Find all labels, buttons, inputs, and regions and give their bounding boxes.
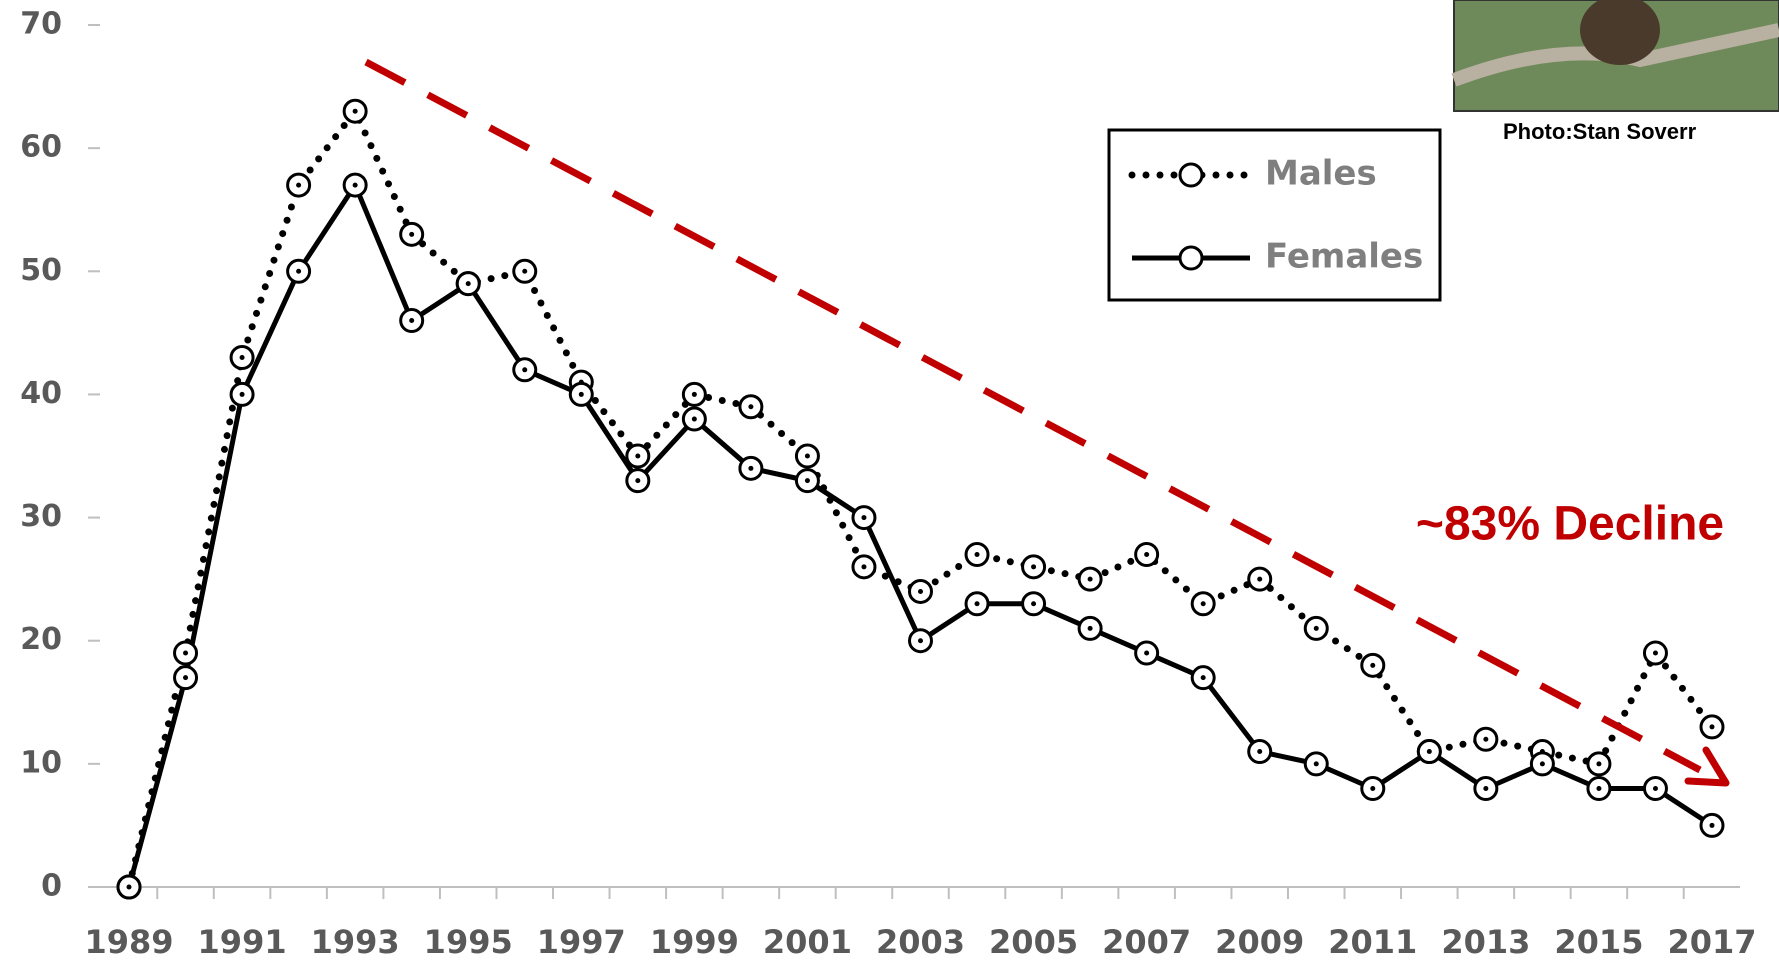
data-point-center: [579, 392, 584, 397]
data-point-center: [296, 269, 301, 274]
data-point-center: [748, 404, 753, 409]
data-point-center: [1427, 749, 1432, 754]
annotation: ~83% Decline: [1416, 498, 1724, 551]
x-tick-label: 2009: [1215, 923, 1304, 961]
data-point-center: [240, 355, 245, 360]
data-point-center: [692, 392, 697, 397]
legend-label: Males: [1265, 154, 1377, 194]
x-tick-label: 2001: [763, 923, 852, 961]
data-point-center: [1710, 724, 1715, 729]
data-point-center: [861, 515, 866, 520]
data-point-center: [748, 466, 753, 471]
chart: Photo:Stan Soverr 0 10 20 30 40 50 60 70 1989 199…: [0, 0, 1779, 965]
data-point-center: [522, 269, 527, 274]
data-point-center: [805, 478, 810, 483]
x-tick-label: 2011: [1328, 923, 1417, 961]
y-tick-label: 60: [20, 130, 62, 165]
x-tick-label: 1999: [650, 923, 739, 961]
data-point-center: [1257, 577, 1262, 582]
data-point-center: [409, 232, 414, 237]
x-tick-label: 2003: [876, 923, 965, 961]
data-point-center: [1483, 737, 1488, 742]
data-point-center: [522, 367, 527, 372]
data-point-center: [353, 183, 358, 188]
x-tick-label: 2015: [1554, 923, 1643, 961]
y-tick-label: 30: [20, 499, 62, 534]
x-tick-label: 2005: [989, 923, 1078, 961]
data-point-center: [1088, 577, 1093, 582]
data-point-center: [127, 885, 132, 890]
data-point-center: [1031, 601, 1036, 606]
data-point-center: [1483, 786, 1488, 791]
data-point-center: [1653, 651, 1658, 656]
data-point-center: [975, 552, 980, 557]
data-point-center: [1201, 675, 1206, 680]
data-point-center: [1314, 761, 1319, 766]
data-point-center: [1370, 786, 1375, 791]
data-point-center: [635, 454, 640, 459]
data-point-center: [1710, 823, 1715, 828]
data-point-center: [240, 392, 245, 397]
data-point-center: [1653, 786, 1658, 791]
y-tick-label: 40: [20, 376, 62, 411]
data-point-center: [1144, 552, 1149, 557]
data-point-center: [1596, 761, 1601, 766]
data-point-center: [1314, 626, 1319, 631]
data-point-center: [1540, 761, 1545, 766]
x-tick-label: 1995: [424, 923, 513, 961]
data-point-center: [635, 478, 640, 483]
data-point-center: [1144, 651, 1149, 656]
x-tick-label: 1997: [537, 923, 626, 961]
data-point-center: [183, 675, 188, 680]
data-point-center: [1031, 564, 1036, 569]
x-tick-label: 1989: [84, 923, 173, 961]
x-tick-label: 2013: [1441, 923, 1530, 961]
data-point-center: [861, 564, 866, 569]
y-tick-label: 70: [20, 7, 62, 42]
data-point-center: [296, 183, 301, 188]
data-point-center: [918, 589, 923, 594]
y-tick-label: 50: [20, 253, 62, 288]
x-tick-label: 2017: [1667, 923, 1756, 961]
x-tick-label: 1991: [198, 923, 287, 961]
data-point-center: [1201, 601, 1206, 606]
data-point-center: [353, 109, 358, 114]
data-point-center: [409, 318, 414, 323]
legend-label: Females: [1265, 237, 1423, 277]
data-point-center: [466, 281, 471, 286]
legend-marker: [1180, 164, 1202, 186]
trend-arrow: [366, 62, 1700, 770]
data-point-center: [805, 454, 810, 459]
data-point-center: [918, 638, 923, 643]
data-point-center: [1088, 626, 1093, 631]
legend-marker: [1180, 247, 1202, 269]
data-point-center: [1370, 663, 1375, 668]
data-point-center: [1257, 749, 1262, 754]
x-tick-label: 1993: [311, 923, 400, 961]
data-point-center: [183, 651, 188, 656]
data-point-center: [692, 417, 697, 422]
y-tick-label: 10: [20, 745, 62, 780]
y-tick-label: 0: [41, 869, 62, 904]
data-point-center: [1596, 786, 1601, 791]
photo-credit: Photo:Stan Soverr: [1503, 119, 1697, 144]
x-tick-label: 2007: [1102, 923, 1191, 961]
data-point-center: [975, 601, 980, 606]
y-tick-label: 20: [20, 622, 62, 657]
